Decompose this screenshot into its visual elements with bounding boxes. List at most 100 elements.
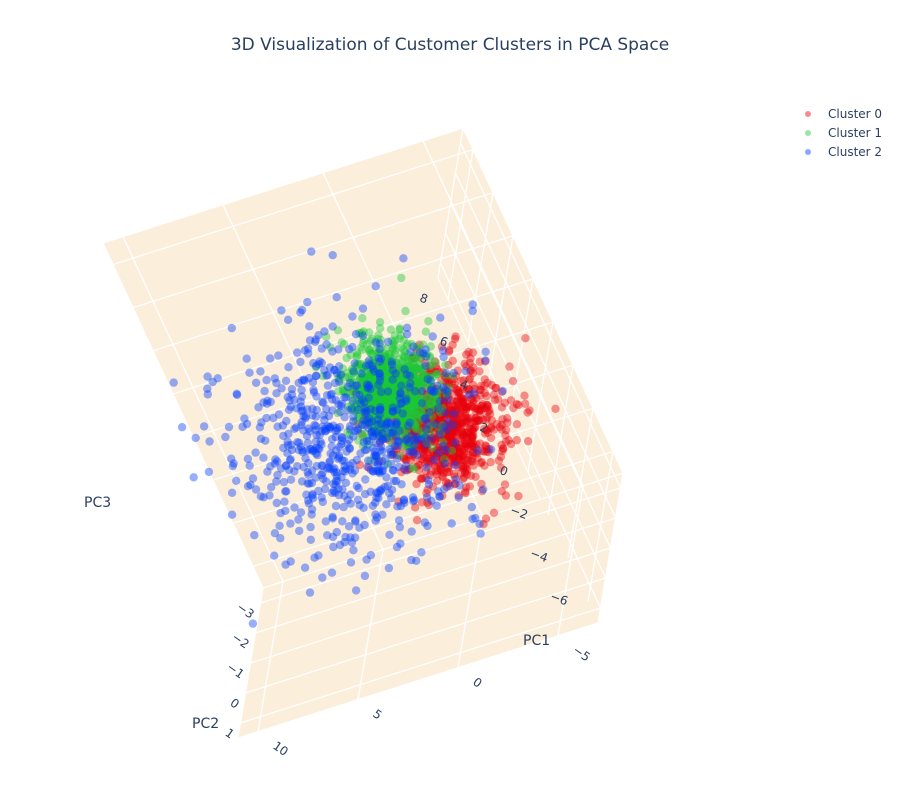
data-point <box>368 359 377 369</box>
data-point <box>323 370 332 380</box>
data-point <box>351 586 361 595</box>
data-point <box>402 435 411 444</box>
data-point <box>381 361 390 370</box>
data-point <box>363 384 373 393</box>
data-point <box>399 430 409 439</box>
data-point <box>311 335 320 344</box>
data-point <box>419 452 428 461</box>
data-point <box>459 382 468 392</box>
data-point <box>361 389 370 399</box>
data-point <box>412 375 421 384</box>
data-point <box>449 409 459 418</box>
data-point <box>377 386 386 395</box>
data-point <box>308 494 318 503</box>
data-point <box>360 408 369 417</box>
data-point <box>403 357 412 366</box>
data-point <box>349 546 358 555</box>
data-point <box>432 364 442 374</box>
data-point <box>377 405 386 414</box>
data-point <box>371 383 380 392</box>
data-point <box>381 363 390 373</box>
data-point <box>427 390 437 399</box>
data-point <box>468 439 477 449</box>
data-point <box>337 440 346 449</box>
data-point <box>353 419 362 429</box>
data-point <box>438 392 447 402</box>
data-point <box>307 247 316 256</box>
data-point <box>455 410 464 420</box>
data-point <box>407 435 416 444</box>
data-point <box>360 489 370 499</box>
data-point <box>307 466 317 475</box>
data-point <box>240 414 249 423</box>
data-point <box>438 393 447 403</box>
data-point <box>395 424 405 433</box>
data-point <box>304 499 314 508</box>
data-point <box>355 372 365 381</box>
data-point <box>374 354 383 363</box>
data-point <box>404 383 414 393</box>
legend-item-cluster-1[interactable]: Cluster 1 <box>805 126 882 140</box>
data-point <box>366 371 375 381</box>
data-point <box>391 408 400 418</box>
data-point <box>437 410 447 419</box>
data-point <box>395 523 405 532</box>
data-point <box>270 529 280 538</box>
data-point <box>383 369 392 378</box>
data-point <box>473 404 482 413</box>
data-point <box>410 393 419 403</box>
data-point <box>395 426 404 435</box>
data-point <box>273 457 282 466</box>
data-point <box>471 472 480 481</box>
data-point <box>436 466 445 475</box>
data-point <box>392 418 401 427</box>
data-point <box>429 455 439 465</box>
gridline-z <box>192 321 554 438</box>
data-point <box>375 357 384 366</box>
data-point <box>471 414 480 423</box>
data-point <box>409 402 418 411</box>
data-point <box>361 417 371 427</box>
legend-item-cluster-0[interactable]: Cluster 0 <box>805 107 882 121</box>
data-point <box>372 376 382 385</box>
data-point <box>379 384 389 393</box>
data-point <box>412 363 421 372</box>
data-point <box>434 448 443 458</box>
data-point <box>314 444 323 453</box>
data-point <box>429 437 439 447</box>
data-point <box>266 354 275 363</box>
data-point <box>501 431 510 440</box>
data-point <box>362 406 371 416</box>
data-point <box>393 437 402 446</box>
data-point <box>381 399 390 408</box>
data-point <box>374 365 383 375</box>
data-point <box>325 458 334 467</box>
data-point <box>358 363 367 372</box>
data-point <box>410 452 420 462</box>
data-point <box>425 384 435 393</box>
data-point <box>450 334 460 344</box>
data-point <box>372 488 381 497</box>
data-point <box>248 619 258 628</box>
data-point <box>432 406 441 415</box>
data-point <box>439 468 448 477</box>
data-point <box>286 557 295 566</box>
data-point <box>394 382 403 392</box>
data-point <box>384 377 394 387</box>
data-point <box>321 427 330 436</box>
data-point <box>438 451 447 460</box>
data-point <box>414 466 424 475</box>
data-point <box>371 427 380 436</box>
data-point <box>421 327 431 336</box>
data-point <box>395 385 404 395</box>
data-point <box>370 401 380 411</box>
data-point <box>416 364 425 373</box>
data-point <box>460 440 470 449</box>
data-point <box>403 339 412 348</box>
data-point <box>356 374 365 384</box>
data-point <box>444 437 453 446</box>
legend[interactable]: Cluster 0 Cluster 1 Cluster 2 <box>805 107 882 159</box>
data-point <box>416 409 425 419</box>
legend-item-cluster-2[interactable]: Cluster 2 <box>805 145 882 159</box>
data-point <box>466 456 476 466</box>
